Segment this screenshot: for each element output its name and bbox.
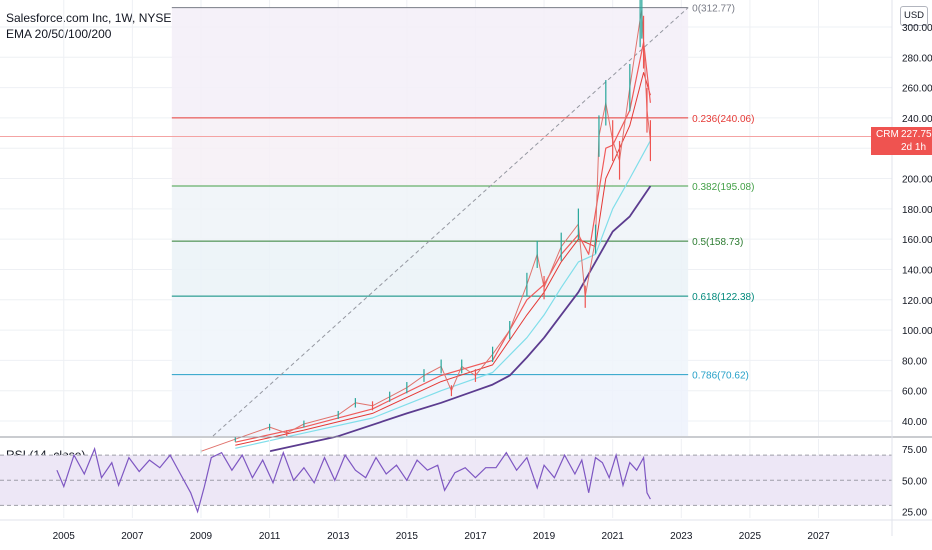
price-badge-countdown: 2d 1h xyxy=(901,142,927,153)
time-tick-label: 2015 xyxy=(396,531,419,542)
price-tick-label: 280.00 xyxy=(902,53,932,64)
series-line xyxy=(235,140,651,449)
fib-zone xyxy=(171,241,689,297)
price-tick-label: 40.00 xyxy=(902,417,927,428)
fib-trend-line xyxy=(212,7,689,437)
time-tick-label: 2017 xyxy=(464,531,487,542)
price-tick-label: 260.00 xyxy=(902,84,932,95)
indicator-legend: EMA 20/50/100/200 xyxy=(6,27,112,41)
fib-zone xyxy=(171,296,689,375)
price-tick-label: 200.00 xyxy=(902,175,932,186)
series-line xyxy=(200,9,651,452)
price-badge-symbol: CRM xyxy=(876,129,899,140)
series-line xyxy=(235,72,651,446)
fib-level-label: 0.618(122.38) xyxy=(692,292,754,303)
time-tick-label: 2025 xyxy=(739,531,762,542)
price-tick-label: 180.00 xyxy=(902,205,932,216)
fib-level-label: 0.5(158.73) xyxy=(692,237,743,248)
price-tick-label: 160.00 xyxy=(902,235,932,246)
fib-level-label: 0.786(70.62) xyxy=(692,371,749,382)
time-tick-label: 2005 xyxy=(53,531,76,542)
price-tick-label: 140.00 xyxy=(902,265,932,276)
time-tick-label: 2023 xyxy=(670,531,693,542)
time-tick-label: 2027 xyxy=(807,531,830,542)
rsi-pane xyxy=(0,436,932,518)
rsi-tick-label: 75.00 xyxy=(902,445,927,456)
price-badge-value: 227.75 xyxy=(901,129,932,140)
fib-level-label: 0.236(240.06) xyxy=(692,114,754,125)
price-pane: 0(312.77) 0.236(240.06) 0.382(195.08) 0.5(1… xyxy=(0,0,892,454)
symbol-legend: Salesforce.com Inc, 1W, NYSE xyxy=(6,11,172,25)
series-line xyxy=(269,185,652,453)
price-tick-label: 60.00 xyxy=(902,387,927,398)
time-tick-label: 2013 xyxy=(327,531,350,542)
fib-zone xyxy=(171,7,689,118)
last-price-badge: CRM 227.75 2d 1h xyxy=(871,127,932,155)
time-tick-label: 2009 xyxy=(190,531,213,542)
time-tick-label: 2021 xyxy=(602,531,625,542)
fib-zone xyxy=(171,185,689,242)
fib-level-label: 0.382(195.08) xyxy=(692,182,754,193)
price-tick-label: 120.00 xyxy=(902,296,932,307)
rsi-tick-label: 50.00 xyxy=(902,476,927,487)
time-tick-label: 2011 xyxy=(259,531,281,542)
price-tick-label: 300.00 xyxy=(902,23,932,34)
price-tick-label: 80.00 xyxy=(902,356,927,367)
fib-level-label: 0(312.77) xyxy=(692,4,735,15)
currency-button[interactable]: USD xyxy=(900,6,928,26)
time-tick-label: 2007 xyxy=(121,531,144,542)
time-tick-label: 2019 xyxy=(533,531,556,542)
price-tick-label: 240.00 xyxy=(902,114,932,125)
price-tick-label: 100.00 xyxy=(902,326,932,337)
rsi-line xyxy=(56,446,651,514)
rsi-tick-label: 25.00 xyxy=(902,508,927,519)
